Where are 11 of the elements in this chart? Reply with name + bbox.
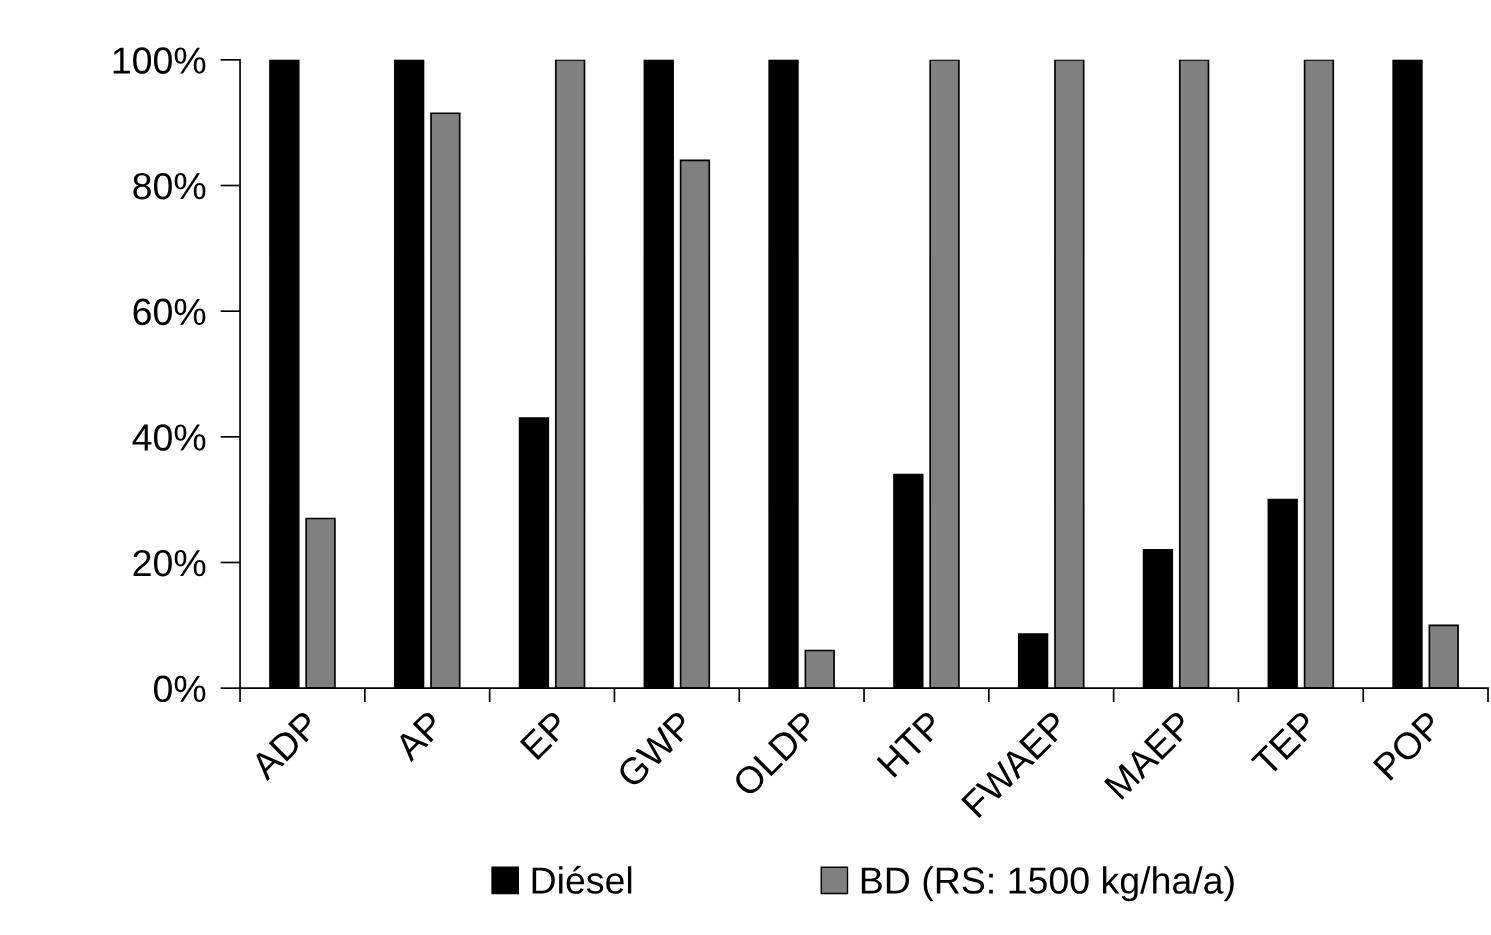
y-tick-label: 0% (153, 675, 206, 703)
x-tick-label: AP (392, 709, 446, 763)
legend-label: Diésel (532, 865, 632, 894)
y-tick-label: 60% (133, 298, 206, 326)
x-tick-label: TEP (1250, 709, 1319, 778)
y-tick-label: 100% (113, 47, 206, 74)
y-tick-label: 80% (133, 172, 206, 200)
legend-label: BD (RS: 1500 kg/ha/a) (861, 866, 1234, 902)
y-tick-label: 40% (132, 424, 206, 451)
y-tick-label: 20% (133, 549, 206, 577)
x-tick-label: EP (519, 709, 570, 761)
